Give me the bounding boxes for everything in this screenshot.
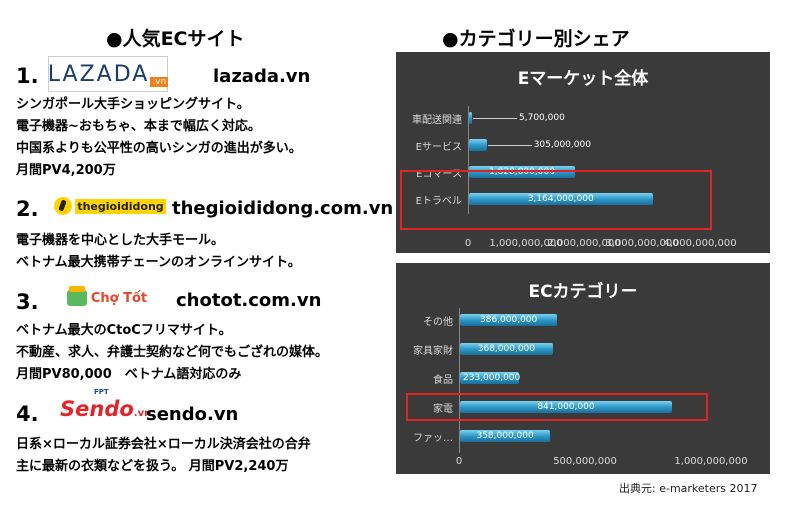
y-axis-line: [468, 106, 469, 214]
fpt-mark: FPT: [94, 388, 109, 396]
site-3-description: ベトナム最大のCtoCフリマサイト。 不動産、求人、弁護士契約など何でもござれの…: [16, 320, 328, 386]
chotot-logo: Chợ Tốt: [60, 284, 154, 312]
bar-value-label: 3,164,000,000: [527, 194, 594, 204]
lazada-logo: LAZADA .vn: [47, 56, 169, 92]
site-1-number: 1.: [16, 64, 39, 88]
sendo-logo-suffix: .vn: [133, 408, 152, 419]
site-1-desc-line: 中国系よりも公平性の高いシンガの進出が多い。: [16, 141, 302, 156]
site-4-desc-line: 日系×ローカル証券会社×ローカル決済会社の合弁: [16, 437, 311, 452]
thegioididong-logo: thegioididong: [54, 193, 166, 219]
x-tick-label: 0: [455, 456, 463, 467]
site-1-domain[interactable]: lazada.vn: [213, 66, 311, 87]
bar: [460, 372, 519, 384]
bar-value-label: 841,000,000: [537, 402, 595, 412]
bar: [469, 193, 653, 205]
bar-value-label: 1,828,000,000: [489, 167, 555, 177]
site-2-desc-line: ベトナム最大携帯チェーンのオンラインサイト。: [16, 255, 301, 270]
chart-title: Eマーケット全体: [517, 69, 649, 89]
x-tick-label: 3,000,000,000: [605, 238, 679, 249]
category-label: 家具家財: [413, 346, 453, 357]
lazada-logo-text: LAZADA: [47, 61, 150, 87]
site-1-desc-line: 電子機器~おもちゃ、本まで幅広く対応。: [16, 119, 261, 134]
bar: [469, 139, 487, 151]
site-2-domain[interactable]: thegioididong.com.vn: [172, 198, 394, 219]
leader-line: [487, 145, 532, 146]
category-label: 食品: [433, 375, 453, 386]
category-label: Eトラベル: [415, 196, 462, 207]
bar-value-label: 386,000,000: [480, 315, 538, 325]
bar-value-label: 358,000,000: [476, 431, 534, 441]
category-label: 車配送関連: [412, 115, 462, 126]
thegioididong-logo-text: thegioididong: [75, 198, 166, 214]
bar-value-label: 368,000,000: [477, 344, 535, 354]
bar-value-label: 305,000,000: [533, 140, 591, 150]
site-1-desc-line: 月間PV4,200万: [16, 163, 116, 178]
site-4-number: 4.: [16, 402, 39, 426]
site-4-domain[interactable]: sendo.vn: [146, 404, 239, 425]
site-4-description: 日系×ローカル証券会社×ローカル決済会社の合弁 主に最新の衣類などを扱う。 月間…: [16, 434, 311, 478]
mascot-icon: [54, 197, 73, 215]
bar-value-label: 233,000,000: [463, 373, 521, 383]
chart-title: ECカテゴリー: [528, 282, 638, 302]
x-tick-label: 2,000,000,000: [547, 238, 621, 249]
category-label: Eサービス: [415, 142, 462, 153]
site-3-desc-line: 不動産、求人、弁護士契約など何でもござれの媒体。: [16, 345, 329, 360]
site-2-number: 2.: [16, 197, 39, 221]
bar: [469, 112, 472, 124]
sendo-logo: FPT Sendo.vn: [60, 388, 151, 428]
bar: [469, 166, 576, 178]
chart-ec-category-panel: ECカテゴリー その他 386,000,000 家具家財 368,000,000 食品 2…: [396, 263, 770, 474]
bar-value-label: 5,700,000: [519, 113, 565, 123]
site-2-description: 電子機器を中心とした大手モール。 ベトナム最大携帯チェーンのオンラインサイト。: [16, 230, 301, 274]
lazada-logo-suffix: .vn: [150, 77, 169, 87]
x-tick-label: 500,000,000: [553, 456, 617, 467]
shop-icon: [66, 286, 87, 306]
bar: [460, 314, 558, 326]
site-3-domain[interactable]: chotot.com.vn: [176, 290, 322, 311]
x-tick-label: 4,000,000,000: [663, 238, 737, 249]
chotot-logo-text: Chợ Tốt: [90, 290, 148, 306]
source-note: 出典元: e-marketers 2017: [619, 482, 758, 495]
bar: [460, 430, 551, 442]
y-axis-line: [459, 308, 460, 453]
chart-e-market-panel: Eマーケット全体 車配送関連 5,700,000 Eサービス 305,000,000 E…: [396, 52, 770, 253]
x-tick-label: 0: [464, 238, 472, 249]
category-label: ファッ…: [413, 433, 453, 444]
site-3-number: 3.: [16, 290, 39, 314]
site-2-desc-line: 電子機器を中心とした大手モール。: [16, 233, 225, 248]
sendo-logo-text: Sendo: [60, 397, 134, 421]
highlight-box: [406, 393, 708, 421]
left-heading: ●人気ECサイト: [106, 28, 245, 50]
category-label: 家電: [433, 404, 453, 415]
x-tick-label: 1,000,000,000: [674, 456, 748, 467]
bar: [460, 343, 553, 355]
right-heading: ●カテゴリー別シェア: [442, 28, 630, 50]
site-4-desc-line: 主に最新の衣類などを扱う。 月間PV2,240万: [16, 459, 289, 474]
bar: [460, 401, 672, 413]
leader-line: [473, 118, 517, 119]
site-1-description: シンガポール大手ショッピングサイト。 電子機器~おもちゃ、本まで幅広く対応。 中…: [16, 94, 302, 182]
site-1-desc-line: シンガポール大手ショッピングサイト。: [16, 97, 250, 112]
category-label: その他: [423, 317, 453, 328]
category-label: Eコマース: [416, 169, 462, 180]
site-3-desc-line: ベトナム最大のCtoCフリマサイト。: [16, 323, 232, 338]
site-3-desc-line: 月間PV80,000 ベトナム語対応のみ: [16, 367, 242, 382]
x-tick-label: 1,000,000,000: [489, 238, 563, 249]
highlight-box: [400, 170, 712, 230]
